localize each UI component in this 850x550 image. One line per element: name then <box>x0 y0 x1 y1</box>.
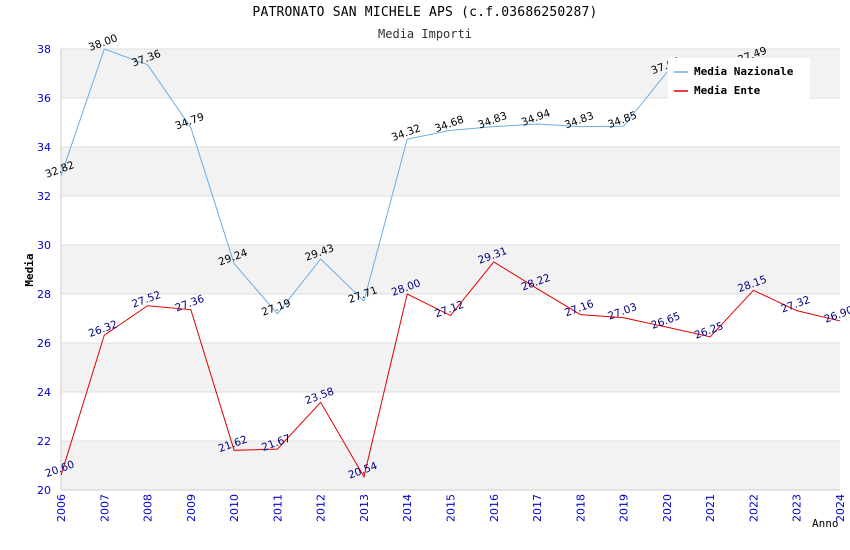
x-tick-label: 2017 <box>531 494 544 522</box>
x-tick-label: 2009 <box>185 494 198 522</box>
legend-label-media-nazionale: Media Nazionale <box>694 65 794 78</box>
data-label: 27.12 <box>433 299 465 321</box>
data-label: 34.83 <box>476 110 508 132</box>
plot-band <box>61 245 840 294</box>
data-label: 27.36 <box>174 293 207 315</box>
data-label: 34.68 <box>433 114 465 136</box>
axes <box>60 49 840 491</box>
plot-band <box>61 147 840 196</box>
series-line-media-ente <box>60 261 841 479</box>
y-tick-label: 20 <box>37 484 51 497</box>
legend: Media Nazionale Media Ente <box>668 58 810 102</box>
data-label: 34.32 <box>390 122 422 144</box>
y-tick-label: 28 <box>37 288 51 301</box>
data-label: 26.32 <box>87 318 119 340</box>
x-tick-label: 2012 <box>315 494 328 522</box>
y-tick-label: 36 <box>37 92 51 105</box>
y-tick-label: 30 <box>37 239 51 252</box>
x-tick-label: 2010 <box>228 494 241 522</box>
x-tick-label: 2006 <box>55 494 68 522</box>
data-label: 34.79 <box>174 111 206 133</box>
y-tick-label: 34 <box>37 141 51 154</box>
plot-band <box>61 343 840 392</box>
data-label: 27.32 <box>779 294 811 316</box>
x-tick-label: 2011 <box>271 494 284 522</box>
x-tick-label: 2022 <box>747 494 760 522</box>
x-tick-label: 2021 <box>704 494 717 522</box>
x-tick-label: 2023 <box>791 494 804 522</box>
x-tick-labels: 2006 2007 2008 2009 2010 2011 2012 2013 2014 2015… <box>55 494 847 522</box>
plot-band <box>61 441 840 490</box>
data-label: 34.85 <box>606 109 638 131</box>
data-label: 27.03 <box>606 301 638 323</box>
x-tick-label: 2019 <box>618 494 631 522</box>
y-tick-label: 32 <box>37 190 51 203</box>
data-label: 34.83 <box>563 110 595 132</box>
data-label: 26.90 <box>823 304 850 326</box>
y-axis-label: Media <box>23 253 36 286</box>
series-line-media-nazionale <box>60 48 668 315</box>
data-label: 26.65 <box>650 310 682 332</box>
x-tick-label: 2007 <box>98 494 111 522</box>
y-tick-label: 22 <box>37 435 51 448</box>
y-tick-label: 24 <box>37 386 51 399</box>
y-tick-label: 26 <box>37 337 51 350</box>
chart-subtitle: Media Importi <box>378 27 472 41</box>
plot-bands <box>61 49 840 490</box>
x-axis-label: Anno <box>812 517 839 530</box>
series-lines <box>60 48 841 479</box>
x-tick-label: 2015 <box>445 494 458 522</box>
x-tick-label: 2024 <box>834 494 847 522</box>
x-tick-label: 2008 <box>142 494 155 522</box>
chart-title: PATRONATO SAN MICHELE APS (c.f.036862502… <box>252 5 598 20</box>
grid-lines <box>61 48 840 491</box>
data-label: 27.16 <box>563 298 596 320</box>
y-tick-label: 38 <box>37 43 51 56</box>
x-tick-label: 2014 <box>401 494 414 522</box>
data-label: 34.94 <box>520 107 553 129</box>
data-label: 27.19 <box>260 297 292 319</box>
legend-box <box>668 58 810 102</box>
legend-label-media-ente: Media Ente <box>694 84 761 97</box>
x-tick-label: 2013 <box>358 494 371 522</box>
x-tick-label: 2020 <box>661 494 674 522</box>
x-tick-label: 2016 <box>488 494 501 522</box>
x-tick-label: 2018 <box>574 494 587 522</box>
data-label: 26.25 <box>693 320 725 342</box>
y-tick-labels: 20 22 24 26 28 30 32 34 36 38 <box>37 43 51 497</box>
